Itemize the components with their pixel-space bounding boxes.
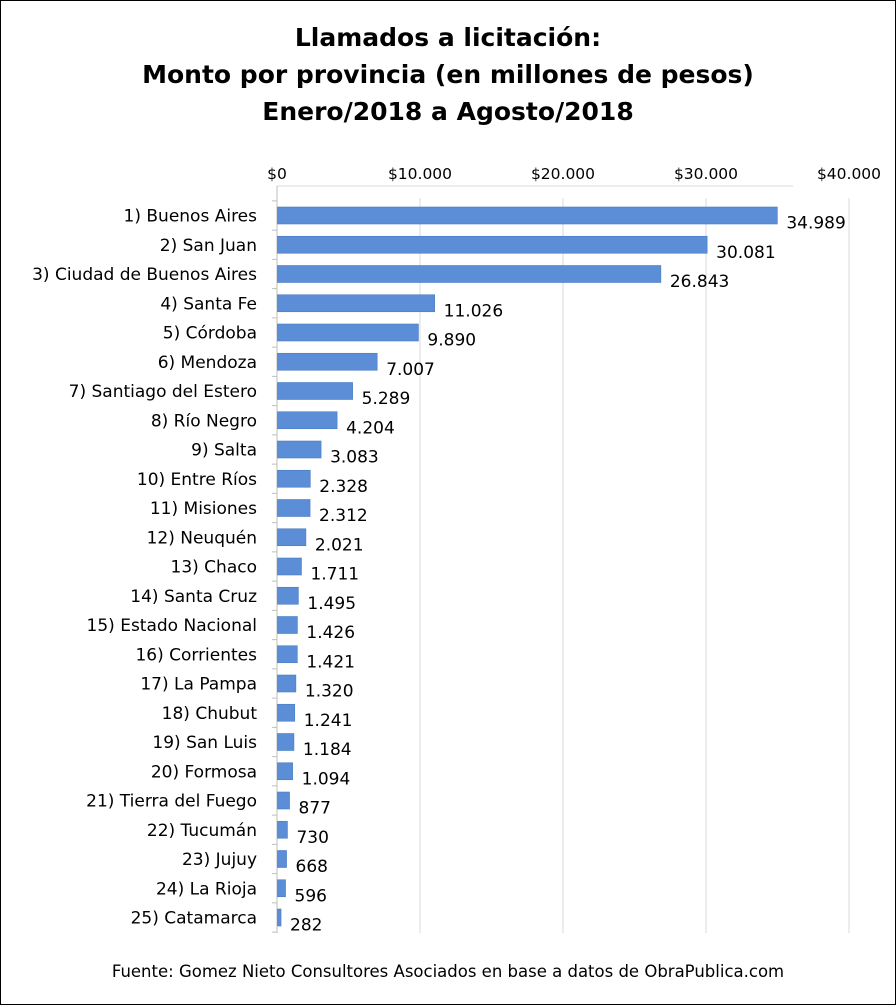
bar (277, 791, 290, 810)
data-label: 668 (296, 857, 328, 877)
bar (277, 235, 708, 254)
bar (277, 762, 293, 781)
category-label: 16) Corrientes (135, 645, 257, 665)
category-label: 17) La Pampa (140, 675, 257, 695)
data-label: 2.312 (319, 506, 368, 526)
source-note: Fuente: Gomez Nieto Consultores Asociado… (111, 962, 785, 981)
category-label: 2) San Juan (160, 236, 257, 256)
bar (277, 820, 288, 839)
category-label: 1) Buenos Aires (124, 207, 258, 227)
data-label: 1.241 (304, 711, 353, 731)
chart-title: Llamados a licitación: (294, 23, 602, 52)
bar (277, 440, 322, 459)
category-label: 6) Mendoza (158, 353, 257, 373)
bar (277, 411, 338, 430)
data-label: 2.021 (315, 535, 364, 555)
chart-subtitle: Monto por provincia (en millones de peso… (142, 60, 754, 89)
category-label: 18) Chubut (162, 704, 258, 724)
data-label: 3.083 (330, 448, 379, 468)
bar (277, 616, 298, 634)
x-tick-label: $10.000 (388, 165, 452, 183)
category-label: 7) Santiago del Estero (69, 382, 257, 402)
category-label: 3) Ciudad de Buenos Aires (32, 265, 257, 285)
data-label: 4.204 (346, 418, 395, 438)
category-label: 13) Chaco (171, 558, 257, 578)
bar (277, 645, 298, 664)
data-label: 11.026 (444, 301, 503, 321)
bar (277, 733, 295, 751)
bar (277, 206, 778, 225)
x-tick-label: $0 (267, 165, 287, 183)
data-label: 730 (296, 828, 328, 848)
category-label: 5) Córdoba (163, 324, 257, 344)
data-label: 1.421 (306, 652, 355, 672)
bar (277, 850, 287, 868)
x-tick-label: $30.000 (674, 165, 738, 183)
category-label: 21) Tierra del Fuego (86, 792, 257, 812)
bar (277, 557, 302, 576)
data-label: 1.184 (303, 740, 352, 760)
data-label: 2.328 (319, 477, 368, 497)
data-label: 9.890 (427, 331, 476, 351)
bar (277, 908, 282, 927)
chart-title-block: Llamados a licitación: Monto por provinc… (1, 19, 895, 130)
category-label: 4) Santa Fe (160, 294, 257, 314)
data-label: 1.320 (305, 682, 354, 702)
category-label: 8) Río Negro (151, 411, 257, 431)
data-label: 30.081 (716, 243, 775, 263)
bar (277, 499, 311, 517)
data-label: 596 (295, 886, 327, 906)
category-label: 10) Entre Ríos (137, 470, 257, 490)
category-label: 15) Estado Nacional (87, 616, 257, 636)
category-label: 11) Misiones (150, 499, 257, 519)
category-label: 20) Formosa (151, 762, 257, 782)
category-label: 14) Santa Cruz (130, 587, 257, 607)
data-label: 1.495 (307, 594, 356, 614)
bar (277, 586, 299, 605)
category-label: 25) Catamarca (131, 909, 257, 929)
data-label: 1.711 (310, 565, 359, 585)
x-tick-label: $20.000 (531, 165, 595, 183)
data-label: 34.989 (786, 214, 845, 234)
bar (277, 294, 435, 313)
category-label: 23) Jujuy (182, 850, 257, 870)
bar (277, 352, 378, 371)
data-label: 1.094 (302, 769, 351, 789)
bar (277, 528, 307, 547)
bar (277, 323, 419, 342)
bar (277, 674, 297, 693)
bar (277, 703, 296, 722)
data-label: 1.426 (306, 623, 355, 643)
category-label: 22) Tucumán (147, 821, 257, 841)
data-label: 282 (290, 916, 322, 936)
category-label: 12) Neuquén (147, 528, 257, 548)
category-label: 9) Salta (191, 441, 257, 461)
category-label: 24) La Rioja (156, 879, 257, 899)
chart-period: Enero/2018 a Agosto/2018 (262, 97, 634, 126)
bar (277, 879, 286, 898)
data-label: 5.289 (362, 389, 411, 409)
bar (277, 469, 311, 488)
bar (277, 265, 662, 283)
data-label: 877 (299, 799, 331, 819)
bar (277, 382, 353, 400)
category-label: 19) San Luis (152, 733, 257, 753)
x-tick-label: $40.000 (817, 165, 881, 183)
data-label: 7.007 (386, 360, 435, 380)
data-label: 26.843 (670, 272, 729, 292)
